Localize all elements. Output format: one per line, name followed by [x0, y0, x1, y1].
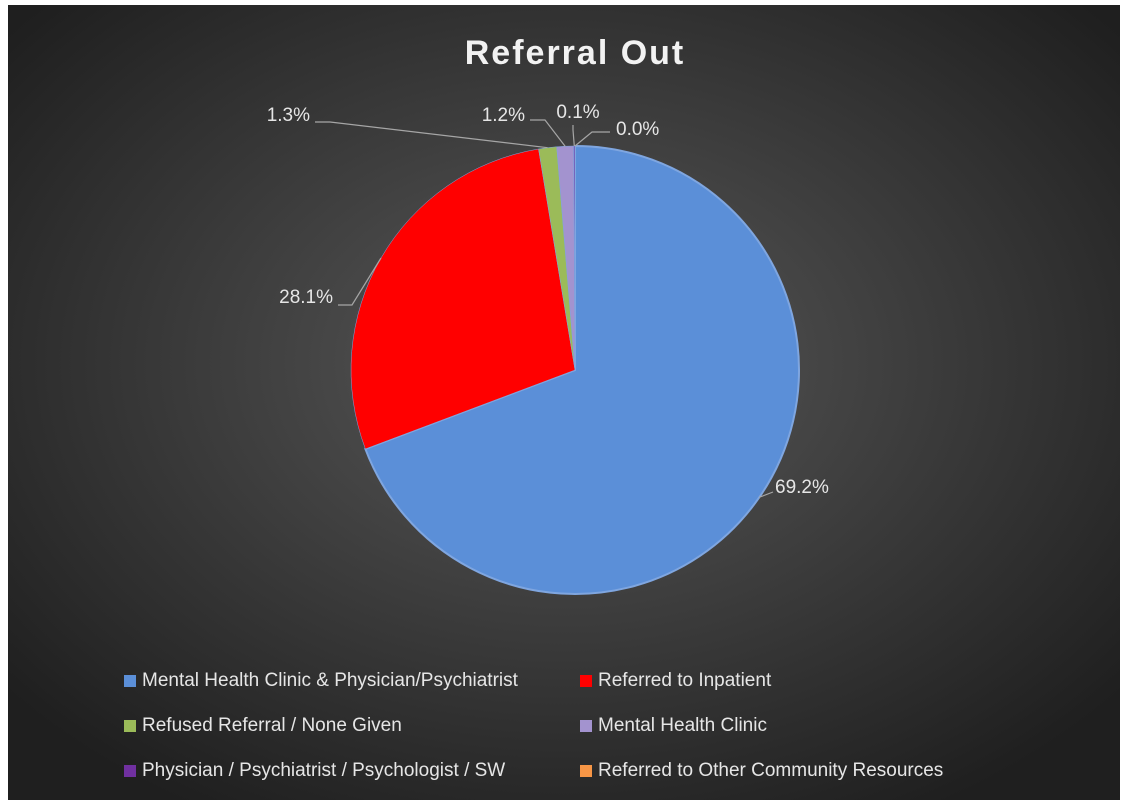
data-label: 1.3% — [267, 105, 310, 126]
data-label: 69.2% — [775, 477, 829, 498]
legend-label: Mental Health Clinic & Physician/Psychia… — [142, 670, 519, 691]
data-label: 28.1% — [279, 287, 333, 308]
leader-line — [530, 119, 566, 147]
leader-line — [758, 491, 774, 498]
legend-label: Referred to Inpatient — [598, 670, 772, 691]
data-label: 1.2% — [482, 105, 525, 126]
legend-marker — [124, 675, 136, 687]
data-label: 0.1% — [556, 102, 599, 123]
legend-label: Mental Health Clinic — [598, 715, 767, 736]
chart-title: Referral Out — [465, 34, 686, 72]
legend-marker — [580, 720, 592, 732]
legend-marker — [124, 720, 136, 732]
data-label: 0.0% — [616, 119, 659, 140]
legend-label: Refused Referral / None Given — [142, 715, 402, 736]
legend-label: Referred to Other Community Resources — [598, 760, 943, 781]
legend-marker — [580, 765, 592, 777]
leader-line — [315, 121, 548, 149]
leader-line — [574, 131, 610, 147]
pie-slice — [364, 144, 800, 595]
legend-marker — [580, 675, 592, 687]
legend-label: Physician / Psychiatrist / Psychologist … — [142, 760, 505, 781]
legend-marker — [124, 765, 136, 777]
leader-line — [338, 257, 382, 306]
leader-line — [572, 125, 575, 147]
